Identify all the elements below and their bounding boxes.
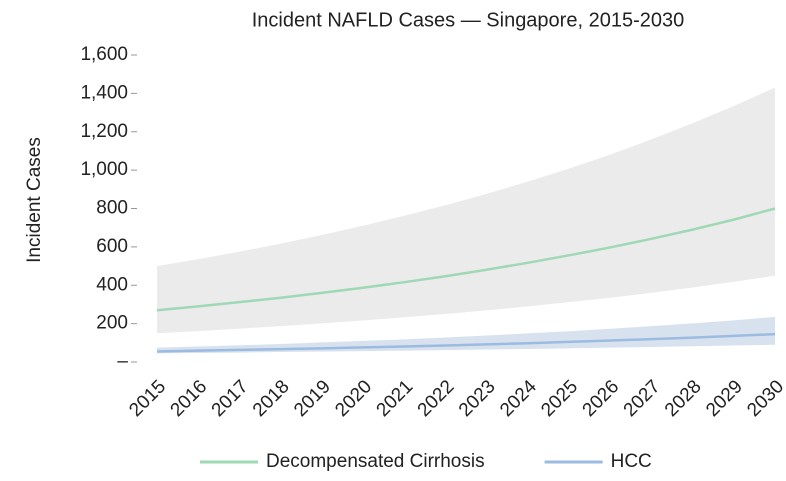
x-tick-label: 2016 xyxy=(167,376,212,421)
x-tick-label: 2017 xyxy=(208,376,253,421)
y-tick-label: 1,200 xyxy=(80,121,128,142)
x-tick-label: 2023 xyxy=(455,376,500,421)
x-tick-label: 2021 xyxy=(373,376,418,421)
x-tick-label: 2028 xyxy=(661,376,706,421)
x-tick-label: 2024 xyxy=(496,376,541,421)
y-tick-label: 200 xyxy=(96,313,128,334)
y-tick-label: 400 xyxy=(96,274,128,295)
y-tick-label: 1,400 xyxy=(80,82,128,103)
chart-title: Incident NAFLD Cases — Singapore, 2015-2… xyxy=(252,9,684,31)
y-tick-label: 1,000 xyxy=(80,159,128,180)
y-tick-label: – xyxy=(117,351,128,372)
legend-label: Decompensated Cirrhosis xyxy=(266,451,485,472)
x-tick-label: 2027 xyxy=(620,376,665,421)
x-tick-label: 2018 xyxy=(249,376,294,421)
x-tick-label: 2026 xyxy=(579,376,624,421)
x-tick-label: 2025 xyxy=(537,376,582,421)
series-line xyxy=(156,207,776,312)
y-tick-label: 800 xyxy=(96,198,128,219)
series-line xyxy=(156,332,776,353)
uncertainty-band xyxy=(157,87,775,334)
x-tick-label: 2015 xyxy=(125,376,170,421)
x-tick-label: 2030 xyxy=(743,376,786,421)
x-tick-label: 2019 xyxy=(290,376,335,421)
legend-label: HCC xyxy=(611,451,652,472)
x-tick-label: 2022 xyxy=(414,376,459,421)
uncertainty-band xyxy=(157,316,775,354)
y-axis-label: Incident Cases xyxy=(24,137,45,263)
x-tick-label: 2029 xyxy=(702,376,747,421)
y-tick-label: 600 xyxy=(96,236,128,257)
y-tick-label: 1,600 xyxy=(80,44,128,65)
x-tick-label: 2020 xyxy=(331,376,376,421)
